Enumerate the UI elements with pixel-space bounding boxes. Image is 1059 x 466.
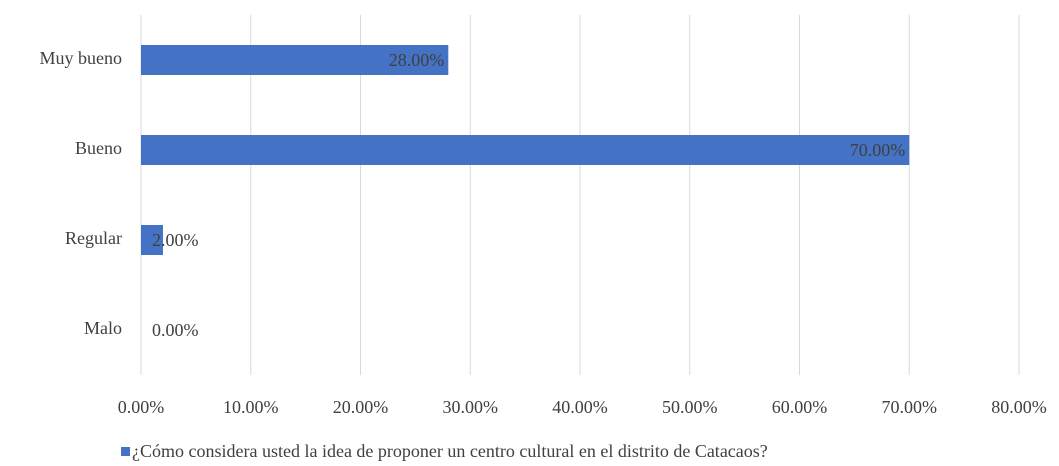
x-tick-label: 70.00% xyxy=(882,397,938,417)
x-tick-label: 40.00% xyxy=(552,397,608,417)
data-label: 2.00% xyxy=(152,230,199,250)
x-tick-label: 60.00% xyxy=(772,397,828,417)
x-tick-label: 10.00% xyxy=(223,397,279,417)
y-tick-label: Bueno xyxy=(75,138,122,158)
y-tick-label: Muy bueno xyxy=(40,48,123,68)
x-tick-label: 80.00% xyxy=(991,397,1047,417)
data-label: 28.00% xyxy=(389,50,445,70)
bar xyxy=(141,225,163,255)
x-tick-label: 30.00% xyxy=(443,397,499,417)
data-label: 0.00% xyxy=(152,320,199,340)
x-tick-label: 50.00% xyxy=(662,397,718,417)
legend-label: ¿Cómo considera usted la idea de propone… xyxy=(132,441,768,461)
legend-swatch xyxy=(121,447,130,456)
x-tick-label: 20.00% xyxy=(333,397,389,417)
y-tick-label: Regular xyxy=(65,228,122,248)
bar xyxy=(141,45,449,75)
data-label: 70.00% xyxy=(850,140,906,160)
y-tick-label: Malo xyxy=(84,318,122,338)
x-tick-label: 0.00% xyxy=(118,397,165,417)
bar xyxy=(141,135,910,165)
